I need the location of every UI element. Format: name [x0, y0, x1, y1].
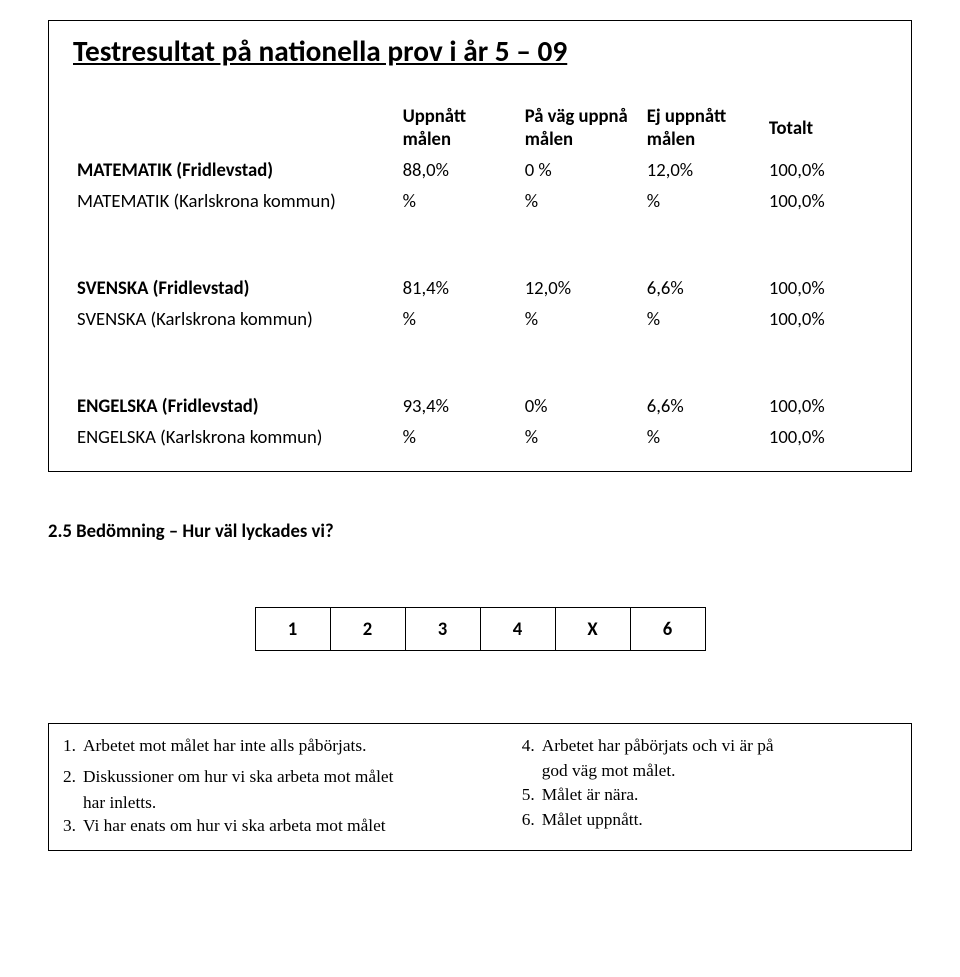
page-title: Testresultat på nationella prov i år 5 –…: [73, 33, 887, 69]
legend-item: 3. Vi har enats om hur vi ska arbeta mot…: [63, 814, 522, 837]
cell: 12,0%: [643, 155, 765, 186]
scale-cell: 4: [480, 608, 555, 651]
legend-num: 3.: [63, 814, 83, 837]
cell: 0 %: [521, 155, 643, 186]
cell: 81,4%: [399, 273, 521, 304]
legend-item: 5. Målet är nära.: [522, 783, 897, 806]
cell: %: [399, 304, 521, 335]
scale-cell: 3: [405, 608, 480, 651]
scale-cell: 2: [330, 608, 405, 651]
spacer-row: [73, 217, 887, 273]
legend-text: Arbetet har påbörjats och vi är på: [542, 734, 897, 757]
legend-text: Målet är nära.: [542, 783, 897, 806]
cell: 100,0%: [765, 186, 887, 217]
cell: %: [643, 422, 765, 453]
cell: %: [643, 304, 765, 335]
cell: 6,6%: [643, 273, 765, 304]
scale-cell: 6: [630, 608, 705, 651]
col-header: Totalt: [765, 101, 887, 155]
legend-text: Vi har enats om hur vi ska arbeta mot må…: [83, 814, 522, 837]
col-header: På väg uppnå målen: [521, 101, 643, 155]
legend-text: Målet uppnått.: [542, 808, 897, 831]
table-row: SVENSKA (Karlskrona kommun) % % % 100,0%: [73, 304, 887, 335]
row-label: MATEMATIK (Fridlevstad): [73, 155, 399, 186]
cell: %: [643, 186, 765, 217]
legend-text: Arbetet mot målet har inte alls påbörjat…: [83, 734, 522, 757]
legend-num: 1.: [63, 734, 83, 757]
cell: 100,0%: [765, 391, 887, 422]
legend-num: 4.: [522, 734, 542, 757]
col-label-blank: [73, 101, 399, 155]
results-table: Uppnått målen På väg uppnå målen Ej uppn…: [73, 101, 887, 453]
cell: 100,0%: [765, 304, 887, 335]
scale-cell: X: [555, 608, 630, 651]
table-row: SVENSKA (Fridlevstad) 81,4% 12,0% 6,6% 1…: [73, 273, 887, 304]
cell: %: [521, 186, 643, 217]
col-header: Ej uppnått målen: [643, 101, 765, 155]
scale-cell: 1: [255, 608, 330, 651]
legend-item: 4. Arbetet har påbörjats och vi är på: [522, 734, 897, 757]
cell: 93,4%: [399, 391, 521, 422]
table-row: MATEMATIK (Fridlevstad) 88,0% 0 % 12,0% …: [73, 155, 887, 186]
legend-num: 5.: [522, 783, 542, 806]
table-header-row: Uppnått målen På väg uppnå målen Ej uppn…: [73, 101, 887, 155]
cell: %: [399, 422, 521, 453]
cell: %: [399, 186, 521, 217]
cell: 0%: [521, 391, 643, 422]
legend-item: 2. Diskussioner om hur vi ska arbeta mot…: [63, 765, 522, 788]
cell: 100,0%: [765, 273, 887, 304]
page: Testresultat på nationella prov i år 5 –…: [0, 0, 960, 891]
table-row: ENGELSKA (Fridlevstad) 93,4% 0% 6,6% 100…: [73, 391, 887, 422]
scale-table: 1 2 3 4 X 6: [255, 607, 706, 651]
results-box: Testresultat på nationella prov i år 5 –…: [48, 20, 912, 472]
legend-text-cont: har inletts.: [83, 791, 522, 814]
legend-left: 1. Arbetet mot målet har inte alls påbör…: [63, 734, 522, 840]
row-label: SVENSKA (Karlskrona kommun): [73, 304, 399, 335]
col-header: Uppnått målen: [399, 101, 521, 155]
legend-text: Diskussioner om hur vi ska arbeta mot må…: [83, 765, 522, 788]
legend-text-cont: god väg mot målet.: [542, 759, 897, 782]
scale-container: 1 2 3 4 X 6: [48, 607, 912, 651]
row-label: SVENSKA (Fridlevstad): [73, 273, 399, 304]
row-label: ENGELSKA (Karlskrona kommun): [73, 422, 399, 453]
table-row: ENGELSKA (Karlskrona kommun) % % % 100,0…: [73, 422, 887, 453]
legend-item: 1. Arbetet mot målet har inte alls påbör…: [63, 734, 522, 757]
legend-columns: 1. Arbetet mot målet har inte alls påbör…: [63, 734, 897, 840]
legend-box: 1. Arbetet mot målet har inte alls påbör…: [48, 723, 912, 851]
cell: 12,0%: [521, 273, 643, 304]
cell: 6,6%: [643, 391, 765, 422]
cell: %: [521, 304, 643, 335]
table-row: MATEMATIK (Karlskrona kommun) % % % 100,…: [73, 186, 887, 217]
cell: 100,0%: [765, 155, 887, 186]
cell: 88,0%: [399, 155, 521, 186]
legend-item: 6. Målet uppnått.: [522, 808, 897, 831]
cell: %: [521, 422, 643, 453]
section-heading: 2.5 Bedömning – Hur väl lyckades vi?: [48, 520, 912, 543]
cell: 100,0%: [765, 422, 887, 453]
spacer-row: [73, 335, 887, 391]
legend-num: 2.: [63, 765, 83, 788]
legend-num: 6.: [522, 808, 542, 831]
legend-right: 4. Arbetet har påbörjats och vi är på go…: [522, 734, 897, 840]
row-label: ENGELSKA (Fridlevstad): [73, 391, 399, 422]
row-label: MATEMATIK (Karlskrona kommun): [73, 186, 399, 217]
